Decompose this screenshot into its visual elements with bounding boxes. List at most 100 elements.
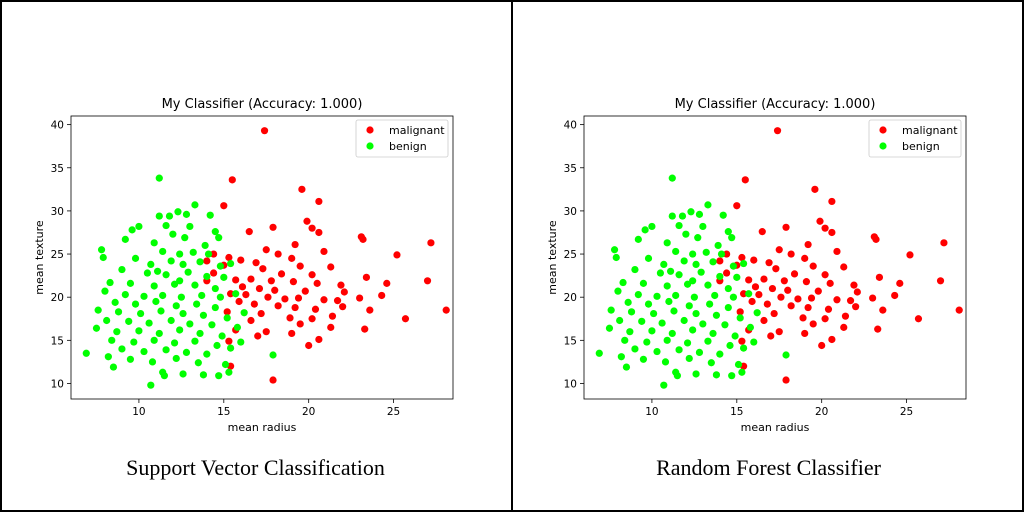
benign-point (675, 221, 683, 230)
benign-point (617, 353, 625, 361)
malignant-point (269, 376, 277, 384)
benign-point (622, 363, 631, 371)
legend-marker-benign (366, 142, 374, 150)
malignant-point (811, 185, 819, 193)
malignant-point (308, 315, 316, 323)
benign-point (179, 260, 187, 269)
benign-point (704, 337, 712, 345)
x-tick-label: 20 (815, 406, 828, 418)
benign-point (712, 371, 721, 379)
malignant-point (869, 294, 877, 302)
benign-point (607, 306, 615, 314)
y-tick-label: 30 (51, 206, 64, 218)
y-tick-label: 35 (51, 163, 64, 175)
benign-point (680, 316, 688, 325)
benign-point (176, 277, 184, 285)
benign-point (728, 372, 736, 380)
malignant-point (291, 303, 299, 312)
malignant-point (772, 265, 780, 273)
malignant-point (340, 288, 348, 296)
malignant-point (833, 296, 841, 304)
benign-point (724, 303, 732, 312)
benign-point (736, 314, 744, 322)
y-tick-label: 25 (51, 249, 64, 261)
malignant-point (767, 332, 775, 340)
malignant-point (210, 250, 218, 258)
benign-point (150, 282, 158, 290)
benign-point (739, 344, 748, 352)
malignant-point (228, 176, 236, 184)
malignant-point (828, 197, 836, 206)
benign-point (680, 257, 688, 265)
chart-legend: malignant benign (868, 119, 962, 158)
benign-point (128, 226, 136, 234)
benign-point (653, 347, 661, 356)
y-tick-label: 30 (564, 206, 577, 218)
legend-marker-malignant (879, 126, 887, 134)
benign-point (194, 359, 202, 367)
benign-point (709, 329, 717, 338)
malignant-point (232, 276, 240, 284)
x-tick-label: 20 (302, 406, 315, 418)
benign-point (155, 329, 163, 338)
malignant-point (814, 287, 822, 295)
benign-point (738, 368, 746, 376)
malignant-point (794, 295, 802, 303)
malignant-point (818, 341, 826, 350)
benign-point (150, 336, 158, 344)
benign-point (644, 254, 653, 262)
malignant-point (821, 224, 829, 232)
rf-panel: My Classifier (Accuracy: 1.000) 10 15 20 25 1… (513, 0, 1024, 512)
malignant-point (809, 320, 817, 328)
benign-point (155, 212, 163, 220)
malignant-point (840, 323, 848, 331)
y-axis-label: mean texture (33, 220, 46, 295)
benign-point (186, 222, 194, 231)
x-tick-label: 10 (645, 406, 658, 418)
malignant-point (782, 223, 790, 231)
benign-point (226, 259, 235, 268)
legend-box (868, 119, 962, 158)
malignant-point (891, 291, 899, 300)
benign-point (104, 353, 112, 361)
benign-point (683, 339, 692, 347)
malignant-point (271, 286, 279, 294)
malignant-point (262, 246, 270, 254)
malignant-point (802, 278, 811, 286)
malignant-point (841, 312, 850, 320)
benign-point (709, 258, 717, 266)
malignant-point (277, 270, 286, 278)
x-tick-label: 15 (217, 406, 230, 418)
benign-point (99, 253, 107, 262)
benign-point (706, 300, 714, 308)
svc-scatter-chart: My Classifier (Accuracy: 1.000) 10 15 20 25 1… (33, 97, 454, 434)
benign-point (724, 284, 732, 293)
benign-point (118, 265, 126, 274)
malignant-point (356, 294, 364, 302)
benign-point (221, 360, 230, 369)
benign-point (746, 323, 754, 331)
benign-point (118, 345, 126, 353)
malignant-point (850, 281, 858, 289)
y-tick-label: 15 (564, 335, 577, 347)
malignant-point (804, 240, 812, 249)
malignant-point (750, 256, 758, 264)
benign-point (661, 358, 670, 366)
malignant-point (768, 284, 777, 293)
malignant-point (955, 306, 963, 314)
benign-point (610, 246, 619, 254)
malignant-point (748, 297, 756, 306)
benign-point (685, 302, 693, 310)
benign-point (182, 210, 191, 218)
malignant-point (821, 271, 829, 279)
benign-point (215, 234, 223, 242)
malignant-point (289, 278, 298, 286)
benign-point (126, 279, 135, 287)
malignant-point (745, 276, 753, 284)
benign-point (211, 284, 219, 293)
benign-point (641, 226, 649, 234)
malignant-point (790, 270, 799, 278)
benign-point (204, 250, 213, 258)
benign-point (181, 234, 189, 242)
malignant-series (203, 127, 450, 384)
